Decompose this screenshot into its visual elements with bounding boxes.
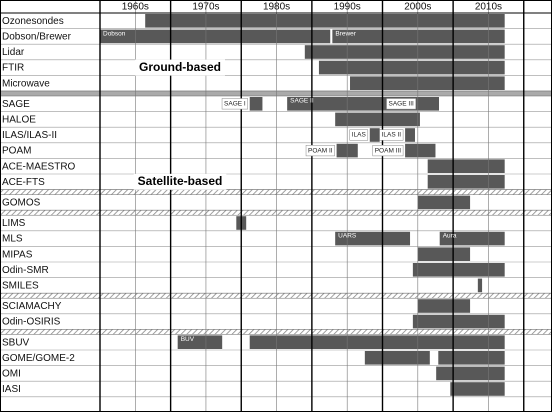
bar (364, 351, 430, 365)
bar-label: Dobson (103, 30, 126, 37)
group-separator (0, 189, 552, 195)
row-label: Odin-SMR (2, 265, 49, 276)
row-label: FTIR (2, 63, 24, 74)
bar (477, 278, 483, 293)
bar-label-box (386, 98, 417, 110)
group-separator (0, 209, 552, 216)
bar (249, 97, 263, 111)
row-label: ACE-FTS (2, 177, 45, 188)
bar (427, 159, 505, 173)
bar-label-box (379, 129, 404, 141)
bar (438, 351, 505, 365)
bar (417, 97, 439, 111)
row-label: SMILES (2, 281, 39, 292)
row-label: MIPAS (2, 249, 33, 260)
group-separator (0, 292, 552, 299)
bar (350, 76, 505, 90)
bar (249, 335, 505, 349)
x-tick-label: 1970s (192, 2, 219, 13)
row-label: Ozonesondes (2, 16, 64, 27)
bar (318, 60, 505, 75)
group-separator (0, 329, 552, 335)
bar (412, 263, 505, 277)
bar (100, 29, 331, 44)
x-tick-label: 2010s (475, 2, 502, 13)
annotation: Ground-based (139, 60, 221, 74)
row-label: HALOE (2, 115, 36, 126)
bar-label: SAGE II (290, 98, 314, 105)
row-label: ILAS/ILAS-II (2, 130, 57, 141)
row-label: GOMOS (2, 198, 41, 209)
bar (287, 97, 418, 111)
bar-label-box (349, 129, 369, 141)
bar-label-box (221, 98, 248, 110)
row-label: SBUV (2, 337, 30, 348)
bar (145, 14, 505, 28)
row-label: IASI (2, 384, 21, 395)
annotation-box (134, 59, 226, 76)
labels: Ozonesondes Dobson/Brewer Dobson Brewer Lida… (2, 2, 502, 396)
bar (405, 143, 436, 158)
bar-label: Brewer (335, 30, 356, 37)
bar (332, 29, 505, 44)
bar (417, 299, 471, 313)
rows (0, 28, 552, 398)
row-label: LIMS (2, 218, 26, 229)
bar (177, 335, 223, 349)
bar (369, 128, 380, 142)
bar (417, 195, 471, 210)
row-label: Dobson/Brewer (2, 32, 72, 43)
bar (417, 247, 471, 261)
annotation: Satellite-based (138, 174, 223, 188)
bar (436, 366, 505, 381)
bar (427, 175, 505, 189)
row-label: MLS (2, 234, 23, 245)
bar-label: POAM III (375, 147, 402, 154)
bar (304, 45, 505, 59)
bar-label: SAGE I (224, 101, 246, 108)
bar-label: SAGE III (389, 101, 414, 108)
bar-label: BUV (181, 336, 195, 343)
x-tick-label: 1990s (334, 2, 361, 13)
row-label: Lidar (2, 47, 25, 58)
row-label: Odin-OSIRIS (2, 317, 61, 328)
bar-label: ILAS (352, 132, 367, 139)
bar (335, 231, 411, 246)
row-label: SCIAMACHY (2, 301, 62, 312)
annotation-box (133, 173, 227, 190)
bar-label: Aura (443, 233, 457, 240)
bar (450, 382, 505, 396)
bar-label-box (372, 145, 404, 157)
x-tick-label: 1960s (122, 2, 149, 13)
row-label: ACE-MAESTRO (2, 161, 76, 172)
bar (335, 112, 420, 127)
group-separator (0, 90, 552, 97)
x-tick-label: 2000s (404, 2, 431, 13)
bar-label: UARS (338, 233, 357, 240)
row-label: SAGE (2, 99, 30, 110)
bar-label: ILAS II (382, 132, 402, 139)
row-label: OMI (2, 369, 21, 380)
row-label: GOME/GOME-2 (2, 353, 75, 364)
bar-label: POAM II (308, 147, 333, 154)
x-tick-label: 1980s (263, 2, 290, 13)
bar-label-box (305, 145, 335, 157)
row-label: POAM (2, 146, 31, 157)
bar (405, 128, 415, 142)
bar (412, 314, 505, 329)
row-label: Microwave (2, 78, 50, 89)
